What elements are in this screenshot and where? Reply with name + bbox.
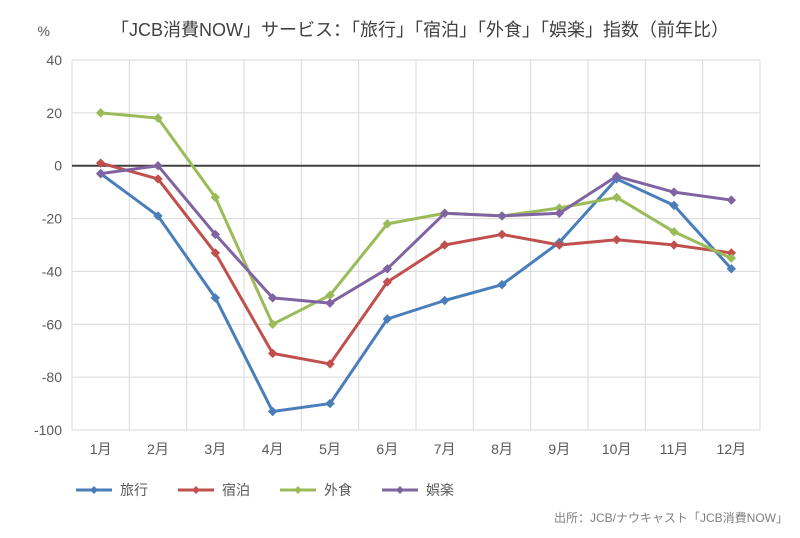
legend-label: 宿泊 (222, 482, 250, 498)
y-tick: -100 (34, 422, 62, 438)
y-tick: -60 (42, 316, 62, 332)
source-text: 出所：JCB/ナウキャスト「JCB消費NOW」 (554, 510, 788, 525)
marker-diamond-icon (670, 188, 678, 196)
legend-label: 外食 (324, 482, 352, 498)
y-tick: 0 (54, 158, 62, 174)
marker-diamond-icon (613, 236, 621, 244)
x-tick: 8月 (491, 441, 513, 457)
y-tick: 40 (46, 52, 62, 68)
marker-diamond-icon (670, 241, 678, 249)
x-tick: 5月 (319, 441, 341, 457)
marker-diamond-icon (727, 196, 735, 204)
x-tick: 3月 (204, 441, 226, 457)
x-tick: 7月 (434, 441, 456, 457)
grid (72, 60, 760, 430)
y-tick: -40 (42, 263, 62, 279)
x-tick-labels: 1月 2月 3月 4月 5月 6月 7月 8月 9月 10月 11月 12月 (90, 441, 746, 457)
y-tick: -80 (42, 369, 62, 385)
x-tick: 10月 (602, 441, 632, 457)
x-tick: 9月 (548, 441, 570, 457)
x-tick: 11月 (660, 441, 689, 457)
legend-label: 旅行 (120, 482, 148, 498)
legend-marker-icon (396, 486, 404, 494)
y-tick: -20 (42, 211, 62, 227)
legend-marker-icon (90, 486, 98, 494)
legend: 旅行 宿泊 外食 娯楽 (76, 482, 454, 498)
marker-diamond-icon (97, 109, 105, 117)
y-tick-labels: -100 -80 -60 -40 -20 0 20 40 (34, 52, 62, 438)
line-chart: 「JCB消費NOW」サービス：「旅行」「宿泊」「外食」「娯楽」指数（前年比） %… (0, 0, 800, 538)
x-tick: 1月 (90, 441, 112, 457)
x-tick: 2月 (147, 441, 169, 457)
x-tick: 12月 (717, 441, 747, 457)
y-tick: 20 (46, 105, 62, 121)
legend-label: 娯楽 (426, 482, 454, 498)
legend-marker-icon (192, 486, 200, 494)
legend-marker-icon (294, 486, 302, 494)
y-axis-unit: % (38, 23, 50, 39)
marker-diamond-icon (441, 297, 449, 305)
chart-title: 「JCB消費NOW」サービス：「旅行」「宿泊」「外食」「娯楽」指数（前年比） (111, 20, 729, 40)
x-tick: 6月 (376, 441, 398, 457)
marker-diamond-icon (498, 230, 506, 238)
x-tick: 4月 (262, 441, 284, 457)
